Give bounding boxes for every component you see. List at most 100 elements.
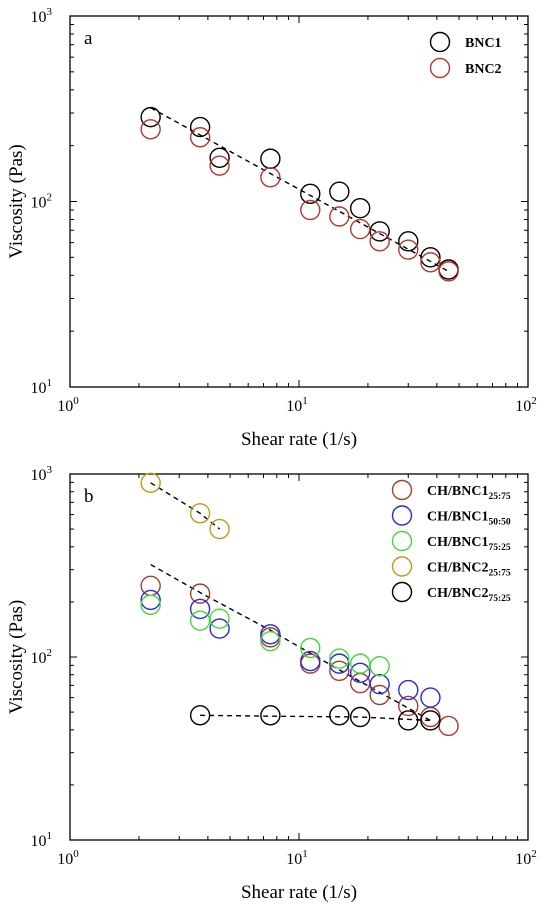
legend-subscript: 75:25 — [488, 543, 510, 553]
panel-label: a — [84, 28, 93, 49]
data-point — [140, 594, 161, 615]
tick-base: 10 — [515, 851, 531, 868]
data-point — [300, 650, 321, 672]
x-tick-label: 101 — [286, 848, 308, 868]
x-tick-label: 100 — [57, 395, 79, 415]
legend-name: BNC1 — [465, 36, 502, 51]
data-point — [420, 687, 441, 708]
y-tick-label: 103 — [31, 6, 53, 26]
tick-exponent: 2 — [531, 848, 537, 860]
data-point — [209, 618, 230, 639]
data-point — [369, 221, 390, 242]
fit-line — [150, 563, 431, 722]
legend-name: CH/BNC2 — [427, 561, 488, 576]
data-point — [420, 710, 441, 731]
tick-base: 10 — [286, 398, 302, 415]
axis-ticks — [69, 16, 528, 388]
legend-name: CH/BNC1 — [427, 484, 488, 499]
data-point — [398, 710, 419, 731]
data-point — [189, 610, 211, 631]
tick-base: 10 — [515, 398, 531, 415]
data-point — [260, 167, 281, 188]
tick-base: 10 — [286, 851, 302, 868]
legend-marker — [391, 581, 413, 603]
series-4 — [189, 705, 441, 731]
legend-subscript: 25:75 — [488, 569, 510, 579]
legend-label: CH/BNC175:25 — [427, 535, 511, 553]
y-tick-label: 103 — [31, 464, 53, 484]
data-point — [140, 106, 161, 128]
y-tick-label: 102 — [31, 647, 53, 667]
legend-name: CH/BNC1 — [427, 510, 488, 525]
data-point — [329, 181, 350, 202]
data-point — [329, 660, 350, 682]
tick-exponent: 1 — [47, 377, 53, 389]
x-tick-label: 102 — [515, 848, 537, 868]
axis-ticks — [69, 474, 528, 841]
data-point — [349, 706, 371, 728]
tick-base: 10 — [31, 195, 47, 212]
tick-exponent: 2 — [531, 395, 537, 407]
legend-marker — [391, 505, 413, 526]
plot-frame — [69, 473, 529, 841]
data-point — [349, 662, 371, 683]
y-tick-label: 101 — [31, 377, 53, 397]
data-point — [209, 147, 230, 169]
data-point — [189, 598, 211, 620]
data-point — [140, 589, 161, 611]
legend-marker — [391, 479, 413, 501]
tick-base: 10 — [31, 467, 47, 484]
data-point — [260, 148, 281, 169]
legend-name: CH/BNC1 — [427, 535, 488, 550]
tick-exponent: 2 — [47, 192, 53, 204]
x-tick-label: 102 — [515, 395, 537, 415]
tick-base: 10 — [57, 851, 73, 868]
data-point — [398, 679, 419, 701]
data-point — [329, 648, 350, 669]
x-axis-title: Shear rate (1/s) — [241, 429, 357, 450]
data-point — [398, 695, 419, 717]
legend-marker — [429, 31, 451, 53]
data-point — [189, 705, 211, 726]
tick-exponent: 1 — [47, 830, 53, 842]
data-point — [209, 608, 230, 629]
x-tick-label: 101 — [286, 395, 308, 415]
data-point — [420, 247, 441, 268]
data-point — [189, 583, 211, 604]
data-point — [349, 218, 371, 240]
tick-base: 10 — [31, 833, 47, 850]
data-point — [329, 206, 350, 227]
data-point — [209, 155, 230, 176]
fit-line — [200, 714, 431, 722]
legend-marker — [391, 530, 413, 552]
data-point — [369, 656, 390, 677]
panel-label: b — [84, 486, 94, 507]
data-point — [260, 630, 281, 652]
legend-label: CH/BNC150:50 — [427, 510, 511, 528]
series-3 — [140, 472, 230, 540]
legend-name: BNC2 — [465, 62, 502, 77]
legend-label: CH/BNC125:75 — [427, 484, 511, 502]
data-point — [369, 231, 390, 252]
legend-label: CH/BNC275:25 — [427, 586, 511, 604]
legend: BNC1 BNC2 — [429, 31, 502, 79]
x-tick-label: 100 — [57, 848, 79, 868]
series-1 — [140, 119, 459, 282]
legend-marker — [391, 556, 413, 577]
fit-line — [150, 482, 221, 530]
plot-frame — [69, 15, 529, 388]
data-point — [349, 653, 371, 674]
tick-exponent: 3 — [47, 464, 53, 476]
legend-subscript: 25:75 — [488, 492, 510, 502]
legend-name: CH/BNC2 — [427, 586, 488, 601]
data-point — [329, 653, 350, 674]
data-point — [369, 684, 390, 706]
tick-exponent: 1 — [302, 848, 308, 860]
legend: CH/BNC125:75CH/BNC150:50CH/BNC175:25CH/B… — [391, 479, 511, 604]
data-point — [300, 199, 321, 221]
data-point — [209, 518, 230, 540]
tick-base: 10 — [57, 398, 73, 415]
